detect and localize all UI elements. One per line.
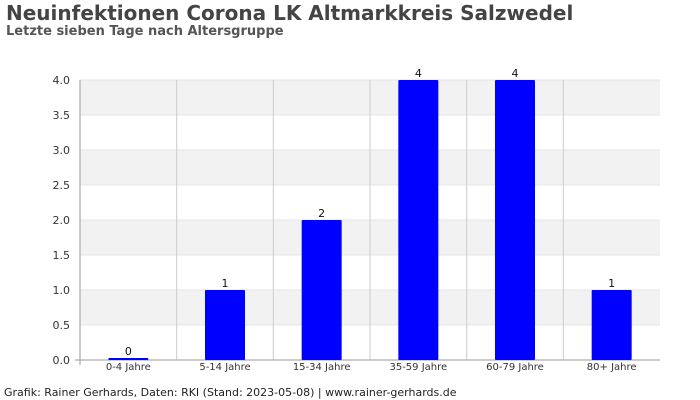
data-label: 4 <box>512 67 519 80</box>
bar-15-34-jahre <box>301 220 342 360</box>
y-tick-label: 2.5 <box>53 179 71 192</box>
y-tick-label: 3.5 <box>53 109 71 122</box>
y-tick-label: 4.0 <box>53 74 71 87</box>
chart-subtitle: Letzte sieben Tage nach Altersgruppe <box>6 24 284 39</box>
y-tick-label: 0.0 <box>53 354 71 367</box>
x-tick-label: 15-34 Jahre <box>293 362 351 373</box>
y-tick-label: 3.0 <box>53 144 71 157</box>
y-tick-label: 2.0 <box>53 214 71 227</box>
data-label: 4 <box>415 67 422 80</box>
axes <box>75 80 660 365</box>
y-tick-label: 0.5 <box>53 319 71 332</box>
y-tick-label: 1.0 <box>53 284 71 297</box>
data-label: 0 <box>125 345 132 358</box>
data-label: 1 <box>222 277 229 290</box>
bar-35-59-jahre <box>398 80 439 360</box>
data-labels: 0 1 2 4 4 1 <box>125 67 615 358</box>
data-label: 2 <box>318 207 325 220</box>
bar-0-4-jahre <box>108 358 149 360</box>
chart-title: Neuinfektionen Corona LK Altmarkkreis Sa… <box>6 1 574 25</box>
y-tick-label: 1.5 <box>53 249 71 262</box>
y-tick-labels: 0.0 0.5 1.0 1.5 2.0 2.5 3.0 3.5 4.0 <box>53 74 71 367</box>
x-tick-label: 80+ Jahre <box>587 362 637 373</box>
x-tick-label: 35-59 Jahre <box>389 362 447 373</box>
x-tick-label: 5-14 Jahre <box>199 362 250 373</box>
x-tick-label: 60-79 Jahre <box>486 362 544 373</box>
bar-80-jahre <box>591 290 632 360</box>
x-tick-label: 0-4 Jahre <box>106 362 151 373</box>
bars <box>108 80 632 360</box>
source-footer: Grafik: Rainer Gerhards, Daten: RKI (Sta… <box>4 386 457 399</box>
bar-5-14-jahre <box>205 290 245 360</box>
x-tick-labels: 0-4 Jahre 5-14 Jahre 15-34 Jahre 35-59 Jahr… <box>106 362 637 373</box>
data-label: 1 <box>608 277 615 290</box>
bar-60-79-jahre <box>495 80 535 360</box>
